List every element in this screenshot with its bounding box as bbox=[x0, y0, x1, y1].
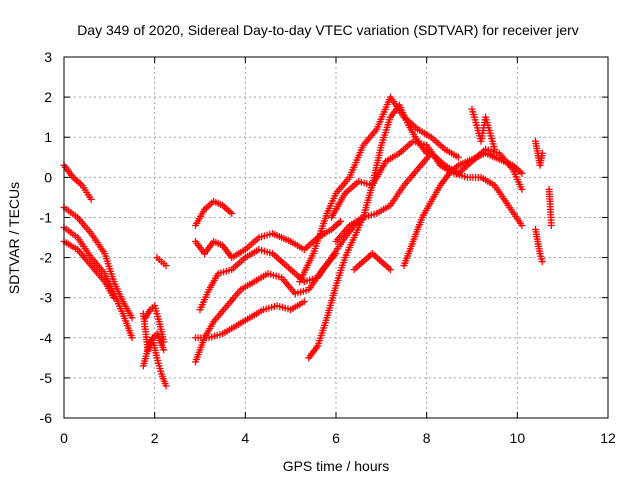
x-tick-label: 8 bbox=[423, 430, 431, 446]
y-tick-label: -2 bbox=[40, 250, 53, 266]
series-arc-22 bbox=[531, 225, 546, 266]
data-point-marker bbox=[160, 338, 168, 346]
x-tick-label: 6 bbox=[332, 430, 340, 446]
data-point-marker bbox=[386, 266, 394, 274]
data-point-marker bbox=[160, 346, 168, 354]
data-point-marker bbox=[518, 221, 526, 229]
y-axis-label: SDTVAR / TECUs bbox=[6, 182, 22, 294]
series-arc-7 bbox=[142, 302, 168, 346]
data-point-marker bbox=[491, 145, 499, 153]
y-tick-label: -3 bbox=[40, 290, 53, 306]
chart-title: Day 349 of 2020, Sidereal Day-to-day VTE… bbox=[77, 22, 579, 38]
series-arc-1 bbox=[60, 161, 95, 203]
data-point-marker bbox=[518, 169, 526, 177]
data-points bbox=[60, 93, 555, 390]
data-point-marker bbox=[538, 258, 546, 266]
x-tick-label: 4 bbox=[241, 430, 249, 446]
series-arc-3 bbox=[60, 223, 136, 342]
series-arc-8 bbox=[153, 254, 170, 270]
series-arc-6 bbox=[139, 330, 168, 370]
series-arc-12 bbox=[191, 250, 340, 366]
y-tick-label: -5 bbox=[40, 370, 53, 386]
data-point-marker bbox=[110, 294, 118, 302]
x-tick-label: 10 bbox=[510, 430, 526, 446]
data-point-marker bbox=[128, 314, 136, 322]
series-arc-18 bbox=[350, 250, 394, 274]
data-point-marker bbox=[518, 185, 526, 193]
data-point-marker bbox=[300, 298, 308, 306]
series-arc-10 bbox=[191, 217, 345, 262]
series-arc-21 bbox=[531, 137, 546, 169]
data-point-marker bbox=[162, 262, 170, 270]
series-arc-19 bbox=[400, 149, 526, 270]
data-point-marker bbox=[228, 209, 236, 217]
y-tick-label: 2 bbox=[44, 89, 52, 105]
data-point-marker bbox=[337, 217, 345, 225]
data-point-marker bbox=[547, 221, 555, 229]
series-arc-14 bbox=[305, 101, 431, 362]
x-axis-label: GPS time / hours bbox=[283, 458, 390, 474]
series-arc-15 bbox=[296, 93, 462, 286]
y-tick-label: 0 bbox=[44, 169, 52, 185]
axis-ticks bbox=[63, 56, 609, 419]
x-tick-label: 12 bbox=[600, 430, 616, 446]
data-point-marker bbox=[454, 153, 462, 161]
x-tick-label: 0 bbox=[60, 430, 68, 446]
x-tick-label: 2 bbox=[151, 430, 159, 446]
data-point-marker bbox=[538, 149, 546, 157]
y-tick-label: -6 bbox=[40, 410, 53, 426]
y-tick-label: -1 bbox=[40, 209, 53, 225]
data-point-marker bbox=[87, 195, 95, 203]
grid-lines bbox=[64, 57, 608, 418]
data-point-marker bbox=[162, 382, 170, 390]
data-point-marker bbox=[332, 250, 340, 258]
series-arc-11 bbox=[196, 213, 367, 314]
y-tick-labels: -6 -5 -4 -3 -2 -1 0 1 2 3 bbox=[40, 49, 53, 426]
x-tick-labels: 0 2 4 6 8 10 12 bbox=[60, 430, 616, 446]
series-arc-9 bbox=[191, 197, 236, 229]
series-arc-2 bbox=[60, 203, 136, 322]
series-arc-20 bbox=[468, 105, 499, 153]
series-arc-16 bbox=[327, 137, 526, 229]
y-tick-label: 3 bbox=[44, 49, 52, 65]
y-tick-label: -4 bbox=[40, 330, 53, 346]
series-arc-13 bbox=[191, 298, 308, 342]
data-point-marker bbox=[128, 334, 136, 342]
y-tick-label: 1 bbox=[44, 129, 52, 145]
series-arc-23 bbox=[545, 185, 555, 229]
